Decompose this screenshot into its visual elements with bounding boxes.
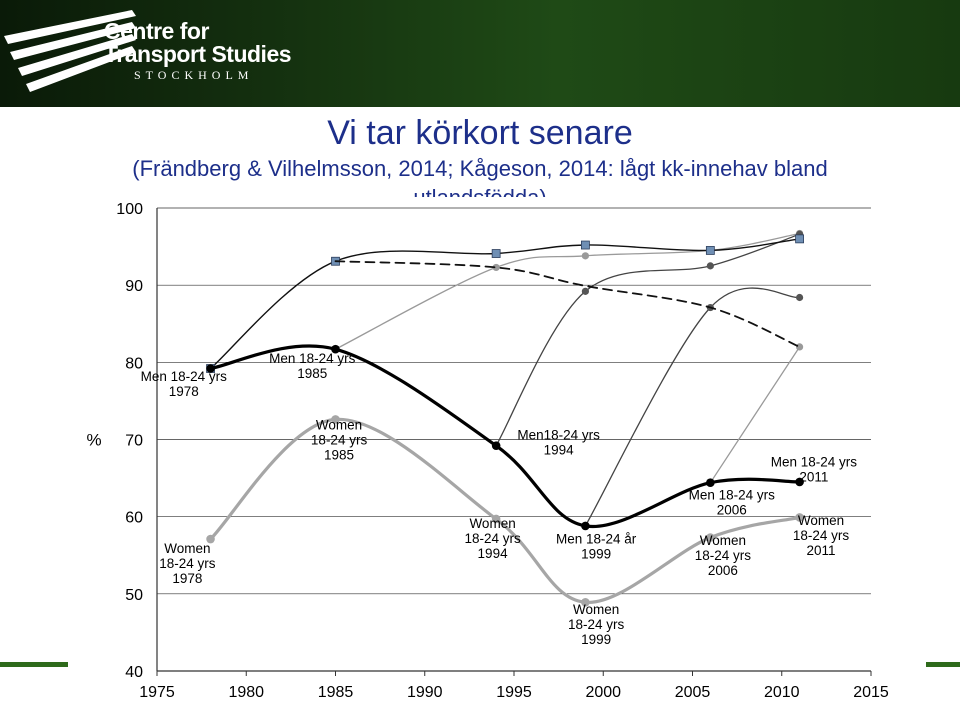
annotation-2-line-0: Men18-24 yrs [517, 428, 600, 443]
org-name-line1: Centre for [104, 18, 209, 44]
y-tick-label-50: 50 [125, 587, 143, 604]
annotation-7-line-0: Women [164, 541, 210, 556]
point-women-18-24-1985 [331, 415, 340, 424]
x-tick-label-1995: 1995 [496, 684, 532, 701]
point-men-18-24-1999 [581, 521, 590, 531]
point-women-cohort-2006-2011 [796, 343, 804, 351]
annotation-0-line-0: Men 18-24 yrs [141, 369, 228, 384]
annotation-5-line-0: Men 18-24 yrs [771, 455, 858, 470]
annotation-11-line-2: 2011 [807, 543, 836, 558]
point-men-18-24-1978 [206, 364, 215, 373]
org-city: STOCKHOLM [134, 68, 254, 82]
point-men-cohort-1978-1994 [491, 249, 501, 258]
annotation-3-line-0: Men 18-24 år [556, 532, 637, 547]
annotation-4-line-0: Men 18-24 yrs [689, 488, 776, 503]
header-banner: Centre for Transport Studies STOCKHOLM [0, 0, 960, 107]
x-tick-label-1980: 1980 [228, 684, 264, 701]
x-tick-label-2005: 2005 [675, 684, 711, 701]
point-men-18-24-1985 [331, 344, 340, 354]
annotation-8-line-0: Women [469, 516, 515, 531]
x-tick-label-2000: 2000 [585, 684, 621, 701]
annotation-3-line-1: 1999 [581, 547, 611, 562]
point-women-cohort-1985-1994 [492, 263, 500, 272]
annotation-4-line-1: 2006 [717, 503, 747, 518]
x-tick-label-2010: 2010 [764, 684, 800, 701]
annotation-11-line-0: Women [798, 513, 844, 528]
cts-stripes-logo-icon [4, 10, 136, 92]
annotation-6-line-1: 18-24 yrs [311, 432, 368, 447]
x-tick-label-1990: 1990 [407, 684, 443, 701]
accent-bar-left [0, 662, 68, 667]
point-men-cohort-1999-2011 [796, 293, 804, 302]
annotation-9-line-0: Women [573, 602, 619, 617]
org-logo-text: Centre for Transport Studies STOCKHOLM [104, 18, 292, 83]
y-tick-label-60: 60 [125, 510, 143, 527]
point-men-18-24-1994 [491, 441, 501, 450]
y-tick-label-80: 80 [125, 355, 143, 372]
point-men-18-24-2011 [795, 477, 804, 487]
point-women-18-24-1994 [491, 514, 501, 524]
point-men-cohort-1994-2006 [706, 262, 714, 270]
point-women-18-24-2006 [706, 533, 715, 542]
series-line-men-cohort-1985-dashed [334, 260, 801, 348]
annotation-9-line-2: 1999 [581, 632, 611, 647]
annotation-7-line-1: 18-24 yrs [159, 556, 216, 571]
point-men-cohort-1978-2011 [795, 234, 804, 244]
y-tick-label-40: 40 [125, 664, 143, 681]
slide-subtitle: (Frändberg & Vilhelmsson, 2014; Kågeson,… [0, 154, 960, 197]
x-tick-label-1985: 1985 [318, 684, 354, 701]
y-tick-label-100: 100 [116, 201, 143, 218]
point-women-18-24-1978 [206, 534, 215, 544]
x-tick-label-2015: 2015 [853, 684, 889, 701]
annotation-6-line-2: 1985 [324, 447, 354, 462]
annotation-8-line-2: 1994 [478, 546, 509, 561]
annotation-2-line-1: 1994 [544, 443, 575, 458]
annotation-1-line-0: Men 18-24 yrs [269, 351, 356, 366]
annotation-5-line-1: 2011 [799, 470, 828, 485]
annotation-10-line-2: 2006 [708, 563, 738, 578]
point-men-cohort-1978-1999 [581, 240, 590, 250]
annotation-8-line-1: 18-24 yrs [464, 531, 521, 546]
annotation-11-line-1: 18-24 yrs [793, 528, 850, 543]
slide-title: Vi tar körkort senare [327, 114, 633, 152]
y-axis-label: % [86, 431, 101, 450]
series-line-men-cohort-1994 [495, 233, 801, 447]
point-women-18-24-1999 [581, 598, 590, 607]
point-men-cohort-1978-2006 [705, 246, 715, 255]
org-name-line2: Transport Studies [104, 41, 292, 67]
annotation-1-line-1: 1985 [297, 366, 327, 381]
slide-subtitle-text: (Frändberg & Vilhelmsson, 2014; Kågeson,… [132, 156, 828, 197]
annotation-6-line-0: Women [316, 417, 362, 432]
y-tick-label-70: 70 [125, 433, 143, 450]
accent-bar-right [926, 662, 960, 667]
annotation-9-line-1: 18-24 yrs [568, 617, 625, 632]
x-tick-label-1975: 1975 [139, 684, 175, 701]
series-line-men-cohort-1999 [584, 287, 801, 527]
annotation-7-line-2: 1978 [172, 571, 202, 586]
y-tick-label-90: 90 [125, 278, 143, 295]
point-men-cohort-1994-1999 [581, 287, 590, 295]
point-men-18-24-2006 [706, 478, 715, 488]
annotation-10-line-0: Women [700, 533, 746, 548]
point-women-18-24-2011 [795, 513, 804, 522]
series-line-women-cohort-2006 [709, 346, 801, 484]
annotation-10-line-1: 18-24 yrs [695, 548, 752, 563]
series-line-men-cohort-1978 [209, 238, 801, 370]
annotation-0-line-1: 1978 [169, 384, 199, 399]
point-women-cohort-1985-1999 [581, 252, 590, 260]
